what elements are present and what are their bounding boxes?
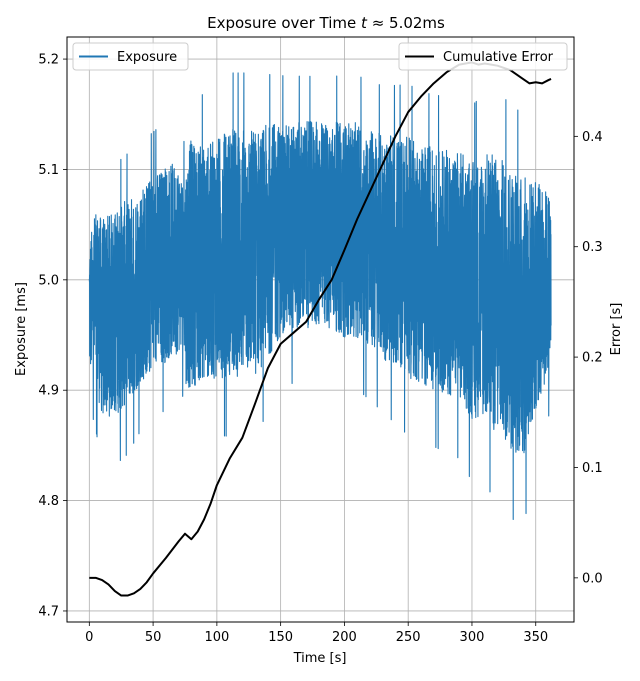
x-tick-label: 350 xyxy=(523,630,548,645)
legend-exposure-box xyxy=(72,42,189,71)
chart-title: Exposure over Time t ≈ 5.02ms xyxy=(207,14,445,32)
x-tick-label: 200 xyxy=(332,630,357,645)
y-axis-left-ticks: 4.7 4.8 4.9 5.0 5.1 5.2 xyxy=(38,53,67,619)
y-right-tick-label: 0.0 xyxy=(582,571,603,586)
x-axis-label: Time [s] xyxy=(293,651,347,666)
y-axis-right-ticks: 0.0 0.1 0.2 0.3 0.4 xyxy=(574,130,603,586)
legend-exposure: Exposure xyxy=(72,42,189,71)
x-tick-label: 100 xyxy=(204,630,229,645)
exposure-line xyxy=(88,72,552,520)
legend-error-label: Cumulative Error xyxy=(443,50,554,65)
y-left-tick-label: 5.1 xyxy=(38,163,59,178)
plot-frame xyxy=(66,36,575,623)
exposure-series xyxy=(88,72,552,520)
x-tick-label: 0 xyxy=(85,630,93,645)
y-left-tick-label: 4.9 xyxy=(38,384,59,399)
y-right-tick-label: 0.2 xyxy=(582,351,603,366)
y-left-tick-label: 5.2 xyxy=(38,53,59,68)
y-right-tick-label: 0.4 xyxy=(582,130,603,145)
y-left-tick-label: 4.7 xyxy=(38,604,59,619)
y-right-tick-label: 0.1 xyxy=(582,461,603,476)
y-left-tick-label: 5.0 xyxy=(38,273,59,288)
legend-error-box xyxy=(398,42,568,71)
y-axis-right-label: Error [s] xyxy=(609,303,624,356)
x-axis-ticks: 0 50 100 150 200 250 300 350 xyxy=(85,622,548,645)
x-tick-label: 50 xyxy=(145,630,162,645)
legend-cumulative-error: Cumulative Error xyxy=(398,42,568,71)
y-right-tick-label: 0.3 xyxy=(582,240,603,255)
legend-exposure-label: Exposure xyxy=(117,50,177,65)
y-left-tick-label: 4.8 xyxy=(38,494,59,509)
x-tick-label: 150 xyxy=(268,630,293,645)
x-tick-label: 250 xyxy=(396,630,421,645)
y-axis-left-label: Exposure [ms] xyxy=(14,282,29,376)
x-tick-label: 300 xyxy=(460,630,485,645)
